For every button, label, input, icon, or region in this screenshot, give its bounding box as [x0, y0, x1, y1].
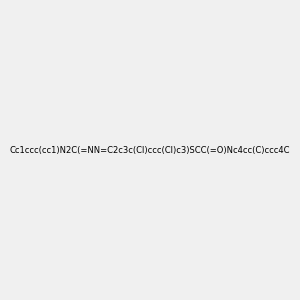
- Text: Cc1ccc(cc1)N2C(=NN=C2c3c(Cl)ccc(Cl)c3)SCC(=O)Nc4cc(C)ccc4C: Cc1ccc(cc1)N2C(=NN=C2c3c(Cl)ccc(Cl)c3)SC…: [10, 146, 290, 154]
